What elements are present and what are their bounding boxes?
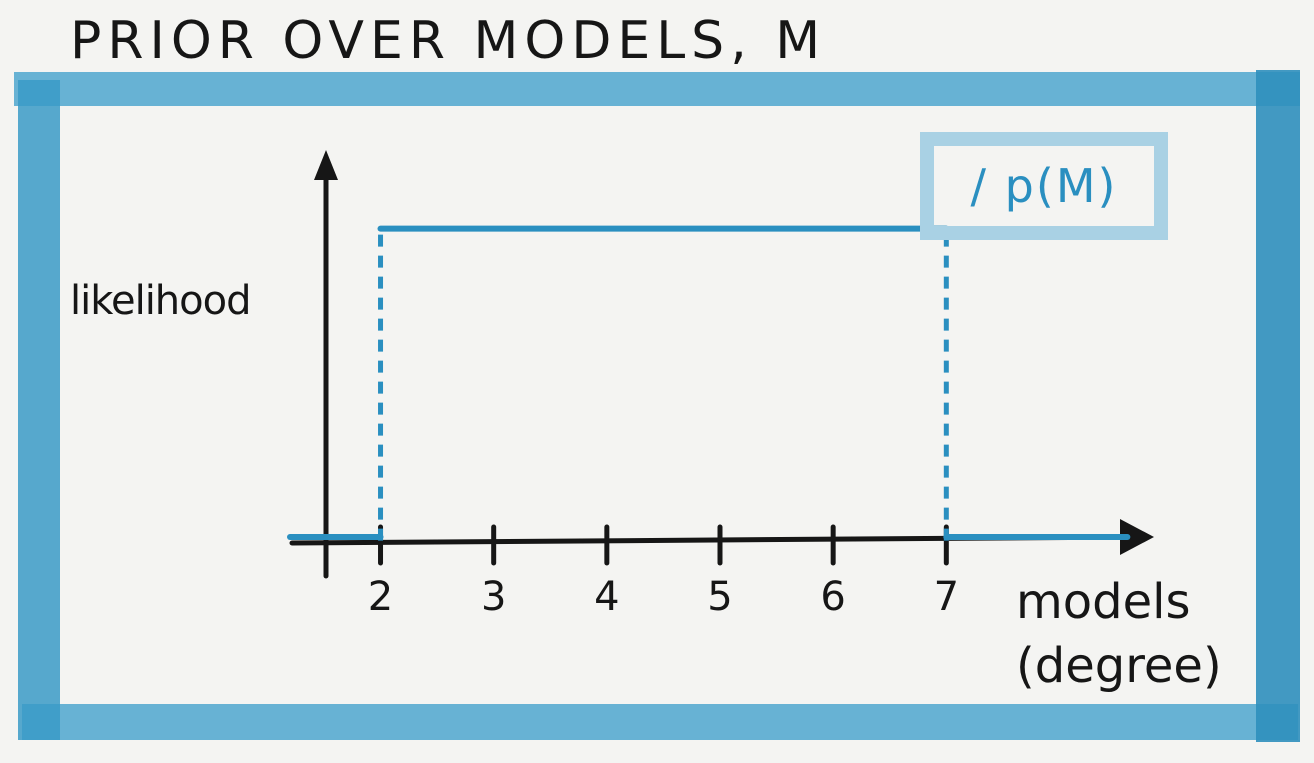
legend-label: p(M) [1004,159,1118,213]
frame-right [1256,70,1300,742]
x-axis-label: models (degree) [1016,574,1222,694]
frame-bottom [22,704,1298,740]
x-tick-label: 7 [933,574,960,620]
y-axis-label: likelihood [70,278,251,324]
x-tick-label: 2 [367,574,394,620]
legend-line-swatch: / [970,159,989,213]
legend: / p(M) [920,132,1168,240]
chart-title: PRIOR OVER MODELS, M [70,11,827,71]
frame-top [14,72,1300,106]
x-axis-arrow [1120,519,1154,555]
chart-plot [287,150,1154,579]
x-tick-label: 4 [594,574,620,620]
x-tick-label: 3 [480,574,507,620]
y-axis-arrow [314,150,338,180]
frame-left [18,80,60,740]
x-tick-label: 5 [707,574,733,620]
x-tick-label: 6 [820,574,846,620]
